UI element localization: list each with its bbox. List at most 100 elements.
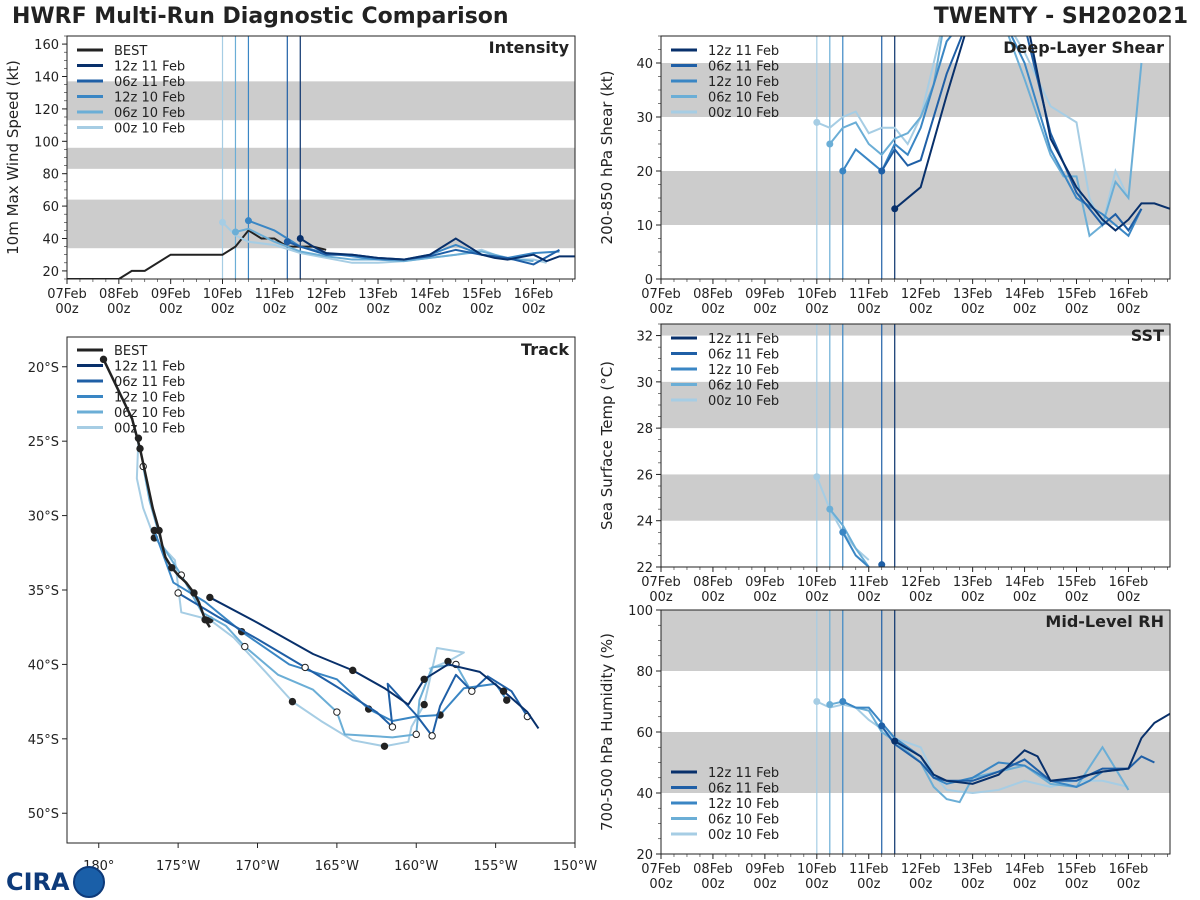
rh-band	[661, 610, 1170, 671]
sst-ytick-label: 32	[636, 330, 653, 345]
rh-legend-label: 06z 10 Feb	[708, 813, 779, 828]
track-xtick-label: 165°W	[315, 859, 359, 874]
rh-series-marker	[839, 698, 847, 705]
rh-xtick-label: 00z	[1117, 877, 1141, 892]
rh-series-line	[894, 712, 1170, 785]
globe-icon	[72, 866, 105, 898]
intensity-series-marker	[219, 218, 227, 226]
shear-ytick-label: 40	[636, 57, 653, 72]
intensity-legend-label: 12z 10 Feb	[114, 91, 185, 106]
sst-plot-area	[661, 324, 1170, 567]
track-run-line	[177, 592, 529, 737]
track-legend-label: 06z 10 Feb	[114, 406, 185, 421]
shear-xtick-label: 16Feb	[1109, 287, 1149, 302]
sst-xtick-label: 00z	[1117, 590, 1141, 605]
track-ytick-label: 35°S	[28, 584, 59, 599]
track-title: Track	[521, 340, 569, 359]
sst-legend-label: 06z 11 Feb	[708, 348, 779, 363]
shear-legend-label: 06z 11 Feb	[708, 60, 779, 75]
intensity-xtick-label: 00z	[263, 302, 287, 317]
sst-ytick-label: 30	[636, 376, 653, 391]
intensity-xtick-label: 00z	[314, 302, 338, 317]
sst-xtick-label: 16Feb	[1109, 575, 1149, 590]
track-legend-label: 00z 10 Feb	[114, 422, 185, 437]
shear-xtick-label: 13Feb	[953, 287, 993, 302]
rh-xtick-label: 13Feb	[953, 862, 993, 877]
track-run-position-dot	[388, 723, 397, 731]
intensity-ytick-label: 120	[34, 103, 59, 118]
sst-xtick-label: 00z	[1065, 590, 1089, 605]
rh-xtick-label: 11Feb	[849, 862, 889, 877]
intensity-panel: 2040608010012014016007Feb00z08Feb00z09Fe…	[4, 35, 576, 317]
intensity-xtick-label: 11Feb	[255, 287, 295, 302]
sst-xtick-label: 00z	[649, 590, 673, 605]
track-run-position-dot	[333, 708, 341, 716]
rh-xtick-label: 00z	[701, 877, 725, 892]
shear-xtick-label: 00z	[857, 302, 881, 317]
sst-series-line	[829, 508, 870, 567]
sst-xtick-label: 07Feb	[641, 575, 681, 590]
track-xtick-label: 160°W	[394, 859, 438, 874]
track-run-position-dot	[503, 696, 511, 704]
track-run-position-dot	[288, 697, 297, 706]
shear-series-marker	[839, 167, 847, 175]
sst-xtick-label: 15Feb	[1057, 575, 1097, 590]
shear-ytick-label: 30	[636, 111, 653, 126]
intensity-legend-label: 06z 11 Feb	[114, 75, 185, 90]
sst-series-marker	[878, 561, 886, 567]
intensity-series-marker	[244, 217, 252, 225]
rh-xtick-label: 09Feb	[745, 862, 785, 877]
track-run-position-dot	[412, 730, 420, 739]
sst-xtick-label: 10Feb	[797, 575, 837, 590]
track-run-position-dot	[468, 687, 476, 695]
shear-legend-label: 00z 10 Feb	[708, 106, 779, 121]
sst-xtick-label: 00z	[909, 590, 933, 605]
shear-ytick-label: 20	[636, 165, 653, 180]
shear-xtick-label: 09Feb	[745, 287, 785, 302]
rh-series-line	[829, 700, 1130, 804]
intensity-band	[67, 81, 575, 121]
intensity-xtick-label: 00z	[418, 302, 442, 317]
rh-xtick-label: 00z	[857, 877, 881, 892]
track-run-line	[142, 466, 470, 739]
intensity-xtick-label: 00z	[366, 302, 390, 317]
intensity-xtick-label: 00z	[211, 302, 235, 317]
track-run-position-dot	[241, 642, 249, 651]
intensity-series-line	[299, 237, 575, 263]
shear-ylabel: 200-850 hPa Shear (kt)	[598, 71, 616, 245]
shear-xtick-label: 00z	[909, 302, 933, 317]
sst-ylabel: Sea Surface Temp (°C)	[598, 361, 616, 530]
intensity-band	[67, 199, 575, 249]
sst-ytick-label: 22	[636, 561, 653, 576]
sst-xtick-label: 00z	[753, 590, 777, 605]
intensity-legend-label: BEST	[114, 44, 147, 59]
shear-legend-label: 12z 10 Feb	[708, 75, 779, 90]
track-xtick-label: 175°W	[156, 859, 200, 874]
shear-legend-label: 06z 10 Feb	[708, 91, 779, 106]
track-plot-area	[99, 355, 540, 750]
sst-xtick-label: 14Feb	[1005, 575, 1045, 590]
rh-xtick-label: 00z	[805, 877, 829, 892]
shear-series-line	[841, 36, 1143, 238]
intensity-ylabel: 10m Max Wind Speed (kt)	[4, 60, 22, 255]
shear-xtick-label: 12Feb	[901, 287, 941, 302]
track-run-position-dot	[174, 589, 182, 597]
sst-xtick-label: 09Feb	[745, 575, 785, 590]
track-run-line	[135, 438, 465, 748]
track-best-position-dot	[99, 355, 108, 364]
cira-logo-text: CIRA	[6, 868, 70, 896]
rh-ylabel: 700-500 hPa Humidity (%)	[598, 633, 616, 831]
track-run-position-dot	[420, 675, 428, 683]
shear-series-line	[880, 36, 1143, 233]
rh-panel: 2040608010007Feb00z08Feb00z09Feb00z10Feb…	[598, 604, 1171, 892]
track-run-line	[209, 596, 540, 729]
track-run-position-dot	[499, 687, 508, 695]
rh-legend-label: 00z 10 Feb	[708, 828, 779, 843]
shear-band	[661, 63, 1170, 117]
shear-xtick-label: 00z	[1117, 302, 1141, 317]
intensity-xtick-label: 00z	[107, 302, 131, 317]
intensity-ytick-label: 60	[42, 200, 59, 215]
track-legend-label: 12z 11 Feb	[114, 360, 185, 375]
rh-ytick-label: 100	[628, 604, 653, 619]
shear-xtick-label: 00z	[649, 302, 673, 317]
